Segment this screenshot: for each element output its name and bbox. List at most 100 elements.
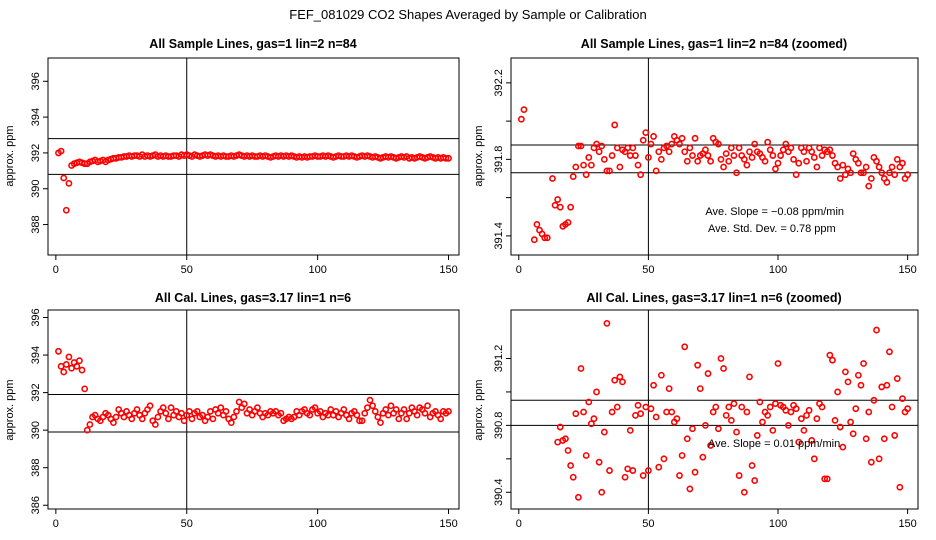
- data-point: [792, 405, 800, 413]
- data-point: [888, 163, 896, 171]
- data-point: [60, 174, 68, 182]
- data-point: [720, 163, 727, 171]
- data-point: [748, 462, 756, 469]
- data-point: [652, 167, 660, 175]
- data-point: [746, 148, 753, 156]
- data-point: [637, 171, 645, 179]
- data-point: [382, 406, 390, 413]
- data-point: [826, 351, 834, 359]
- data-point: [616, 373, 624, 381]
- data-point: [582, 452, 590, 459]
- data-point: [437, 415, 445, 423]
- data-point: [277, 409, 285, 417]
- y-tick-label: 392: [30, 144, 42, 162]
- data-point: [761, 157, 769, 165]
- data-point: [644, 467, 652, 474]
- data-point: [587, 161, 595, 169]
- data-point: [154, 413, 162, 421]
- data-point: [445, 407, 452, 415]
- data-point: [678, 452, 686, 459]
- data-point: [753, 432, 761, 439]
- plot-frame: [510, 309, 919, 510]
- data-point: [694, 157, 702, 165]
- data-point: [83, 426, 91, 434]
- data-point: [759, 418, 766, 426]
- data-point: [549, 175, 556, 182]
- data-point: [554, 196, 562, 203]
- data-point: [587, 420, 595, 428]
- data-point: [369, 402, 377, 410]
- data-point: [810, 154, 818, 161]
- data-point: [222, 407, 230, 415]
- data-point: [657, 371, 665, 379]
- data-point: [764, 138, 772, 146]
- data-point: [899, 159, 906, 167]
- data-point: [665, 385, 673, 392]
- data-point: [639, 472, 647, 479]
- data-point: [217, 404, 225, 412]
- data-point: [865, 182, 873, 190]
- data-point: [632, 152, 639, 159]
- data-point: [65, 179, 73, 187]
- data-point: [818, 152, 826, 159]
- data-point: [647, 405, 655, 413]
- data-point: [668, 140, 676, 148]
- x-tick-label: 50: [642, 518, 654, 530]
- data-point: [598, 142, 606, 150]
- data-point: [694, 361, 702, 369]
- data-point: [637, 410, 645, 418]
- data-point: [112, 413, 120, 421]
- plot-frame: [47, 57, 460, 256]
- data-point: [62, 206, 70, 214]
- data-point: [862, 435, 870, 443]
- data-point: [655, 148, 663, 156]
- annotation: Ave. Slope = −0.08 ppm/min: [705, 206, 844, 218]
- data-point: [836, 175, 844, 182]
- data-point: [873, 326, 880, 334]
- data-point: [893, 375, 901, 382]
- data-point: [575, 493, 582, 501]
- data-point: [616, 163, 624, 171]
- data-point: [795, 438, 803, 446]
- data-point: [392, 406, 400, 413]
- data-point: [707, 442, 715, 449]
- data-point: [878, 169, 886, 177]
- data-point: [743, 408, 751, 416]
- y-tick-label: 392.2: [493, 69, 505, 97]
- data-point: [151, 421, 159, 428]
- data-point: [800, 427, 808, 434]
- data-point: [704, 370, 712, 377]
- data-point: [777, 152, 785, 159]
- data-point: [76, 357, 83, 365]
- data-point: [371, 407, 379, 415]
- data-point: [340, 406, 348, 413]
- y-tick-label: 390: [30, 180, 42, 198]
- data-point: [634, 161, 642, 169]
- data-point: [803, 411, 810, 419]
- data-point: [387, 402, 395, 410]
- data-point: [445, 154, 452, 162]
- data-point: [691, 134, 699, 142]
- x-tick-label: 50: [642, 264, 654, 276]
- data-point: [86, 421, 94, 428]
- y-axis-label: approx. ppm: [4, 379, 16, 440]
- data-point: [784, 421, 792, 429]
- data-point: [585, 154, 593, 161]
- data-point: [689, 152, 696, 159]
- y-tick-label: 390.4: [493, 479, 505, 507]
- data-point: [590, 415, 598, 423]
- data-point: [204, 413, 212, 421]
- data-point: [795, 159, 803, 167]
- data-point: [805, 406, 813, 414]
- y-axis-label: approx. ppm: [4, 125, 16, 186]
- data-point: [826, 146, 834, 154]
- data-point: [230, 413, 238, 421]
- data-point: [73, 362, 81, 370]
- x-tick-label: 0: [53, 518, 59, 530]
- data-point: [600, 428, 608, 436]
- data-point: [306, 411, 314, 419]
- y-tick-label: 391.4: [493, 222, 505, 250]
- data-point: [751, 477, 759, 484]
- data-point: [733, 169, 740, 177]
- data-point: [569, 473, 577, 481]
